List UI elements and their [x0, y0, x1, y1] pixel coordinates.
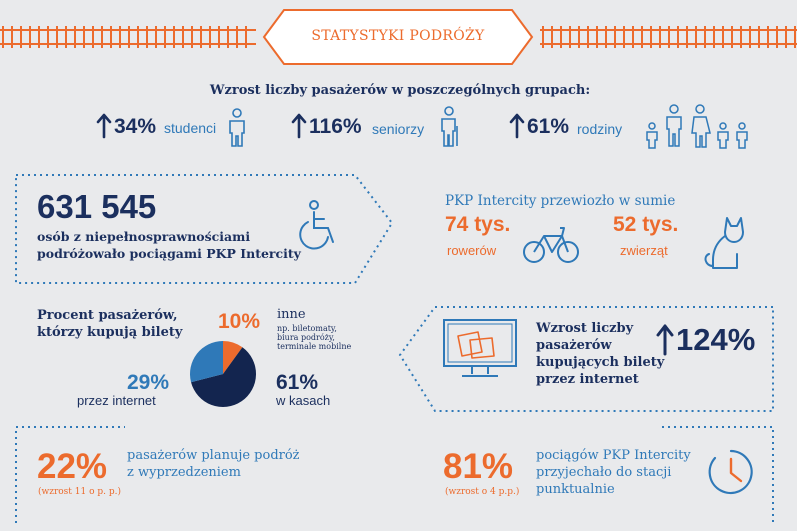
cat-icon	[704, 217, 744, 269]
growth-label-students: studenci	[164, 120, 217, 136]
disabled-text-line1: osób z niepełnosprawnościami	[37, 229, 251, 244]
family-icon	[646, 104, 748, 149]
advance-text-line2: z wyprzedzeniem	[127, 465, 241, 480]
pie-other-label: inne	[277, 307, 306, 322]
growth-heading: Wzrost liczby pasażerów w poszczególnych…	[209, 83, 591, 98]
pie-slice-0	[223, 341, 243, 374]
growth-value-families: 61%	[527, 115, 570, 138]
pie-other-note-line1: np. biletomaty,	[277, 324, 337, 333]
online-text-line1: Wzrost liczby	[536, 321, 634, 336]
bikes-label: rowerów	[447, 243, 497, 258]
disabled-number: 631 545	[37, 188, 157, 225]
growth-value-seniors: 116%	[309, 115, 362, 138]
bicycle-icon	[523, 227, 579, 263]
punctual-text-line2: przyjechało do stacji	[536, 465, 672, 480]
animals-label: zwierząt	[620, 243, 668, 258]
pie-cashier-value: 61%	[276, 371, 319, 394]
growth-label-seniors: seniorzy	[372, 121, 425, 137]
pie-cashier-label: w kasach	[276, 393, 331, 408]
arrow-up-icon	[291, 113, 307, 139]
punctual-text-line3: punktualnie	[536, 482, 615, 497]
pie-slice-2	[190, 341, 223, 383]
punctual-text-line1: pociągów PKP Intercity	[536, 448, 691, 463]
disabled-text-line2: podróżowało pociągami PKP Intercity	[37, 246, 301, 261]
growth-label-families: rodziny	[577, 121, 623, 137]
senior-icon	[441, 106, 458, 147]
animals-value: 52 tys.	[613, 213, 679, 236]
pie-other-note-line2: biura podróży,	[277, 333, 335, 342]
online-text-line4: przez internet	[536, 372, 639, 387]
clock-icon	[708, 449, 753, 495]
advance-value: 22%	[37, 447, 108, 486]
growth-value-students: 34%	[114, 115, 157, 138]
punctual-note: (wzrost o 4 p.p.)	[445, 487, 520, 497]
header: STATYSTYKI PODRÓŻY	[0, 0, 797, 72]
tickets-pie-chart	[190, 341, 256, 407]
transported-heading: PKP Intercity przewiozło w sumie	[445, 193, 676, 209]
pie-internet-value: 29%	[127, 371, 170, 394]
pie-other-value: 10%	[218, 310, 261, 333]
online-text-line3: kupujących bilety	[536, 355, 665, 370]
page-title: STATYSTYKI PODRÓŻY	[311, 28, 485, 44]
arrow-up-icon	[656, 324, 674, 356]
student-icon	[229, 108, 245, 147]
pie-other-note-line3: terminale mobilne	[277, 342, 352, 351]
online-value: 124%	[676, 322, 756, 357]
punctual-value: 81%	[443, 447, 514, 486]
wheelchair-icon	[299, 200, 334, 250]
pie-internet-label: przez internet	[77, 393, 156, 408]
online-text-line2: pasażerów	[536, 338, 612, 353]
tickets-heading-line2: którzy kupują bilety	[37, 325, 183, 340]
rail-track-decoration	[0, 9, 797, 65]
advance-text-line1: pasażerów planuje podróż	[127, 448, 300, 463]
pie-slice-1	[191, 347, 256, 407]
arrow-up-icon	[96, 113, 112, 139]
monitor-icon	[443, 319, 517, 377]
tickets-heading-line1: Procent pasażerów,	[37, 308, 178, 323]
bikes-value: 74 tys.	[445, 213, 511, 236]
advance-note: (wzrost 11 o p. p.)	[38, 487, 121, 497]
arrow-up-icon	[509, 113, 525, 139]
